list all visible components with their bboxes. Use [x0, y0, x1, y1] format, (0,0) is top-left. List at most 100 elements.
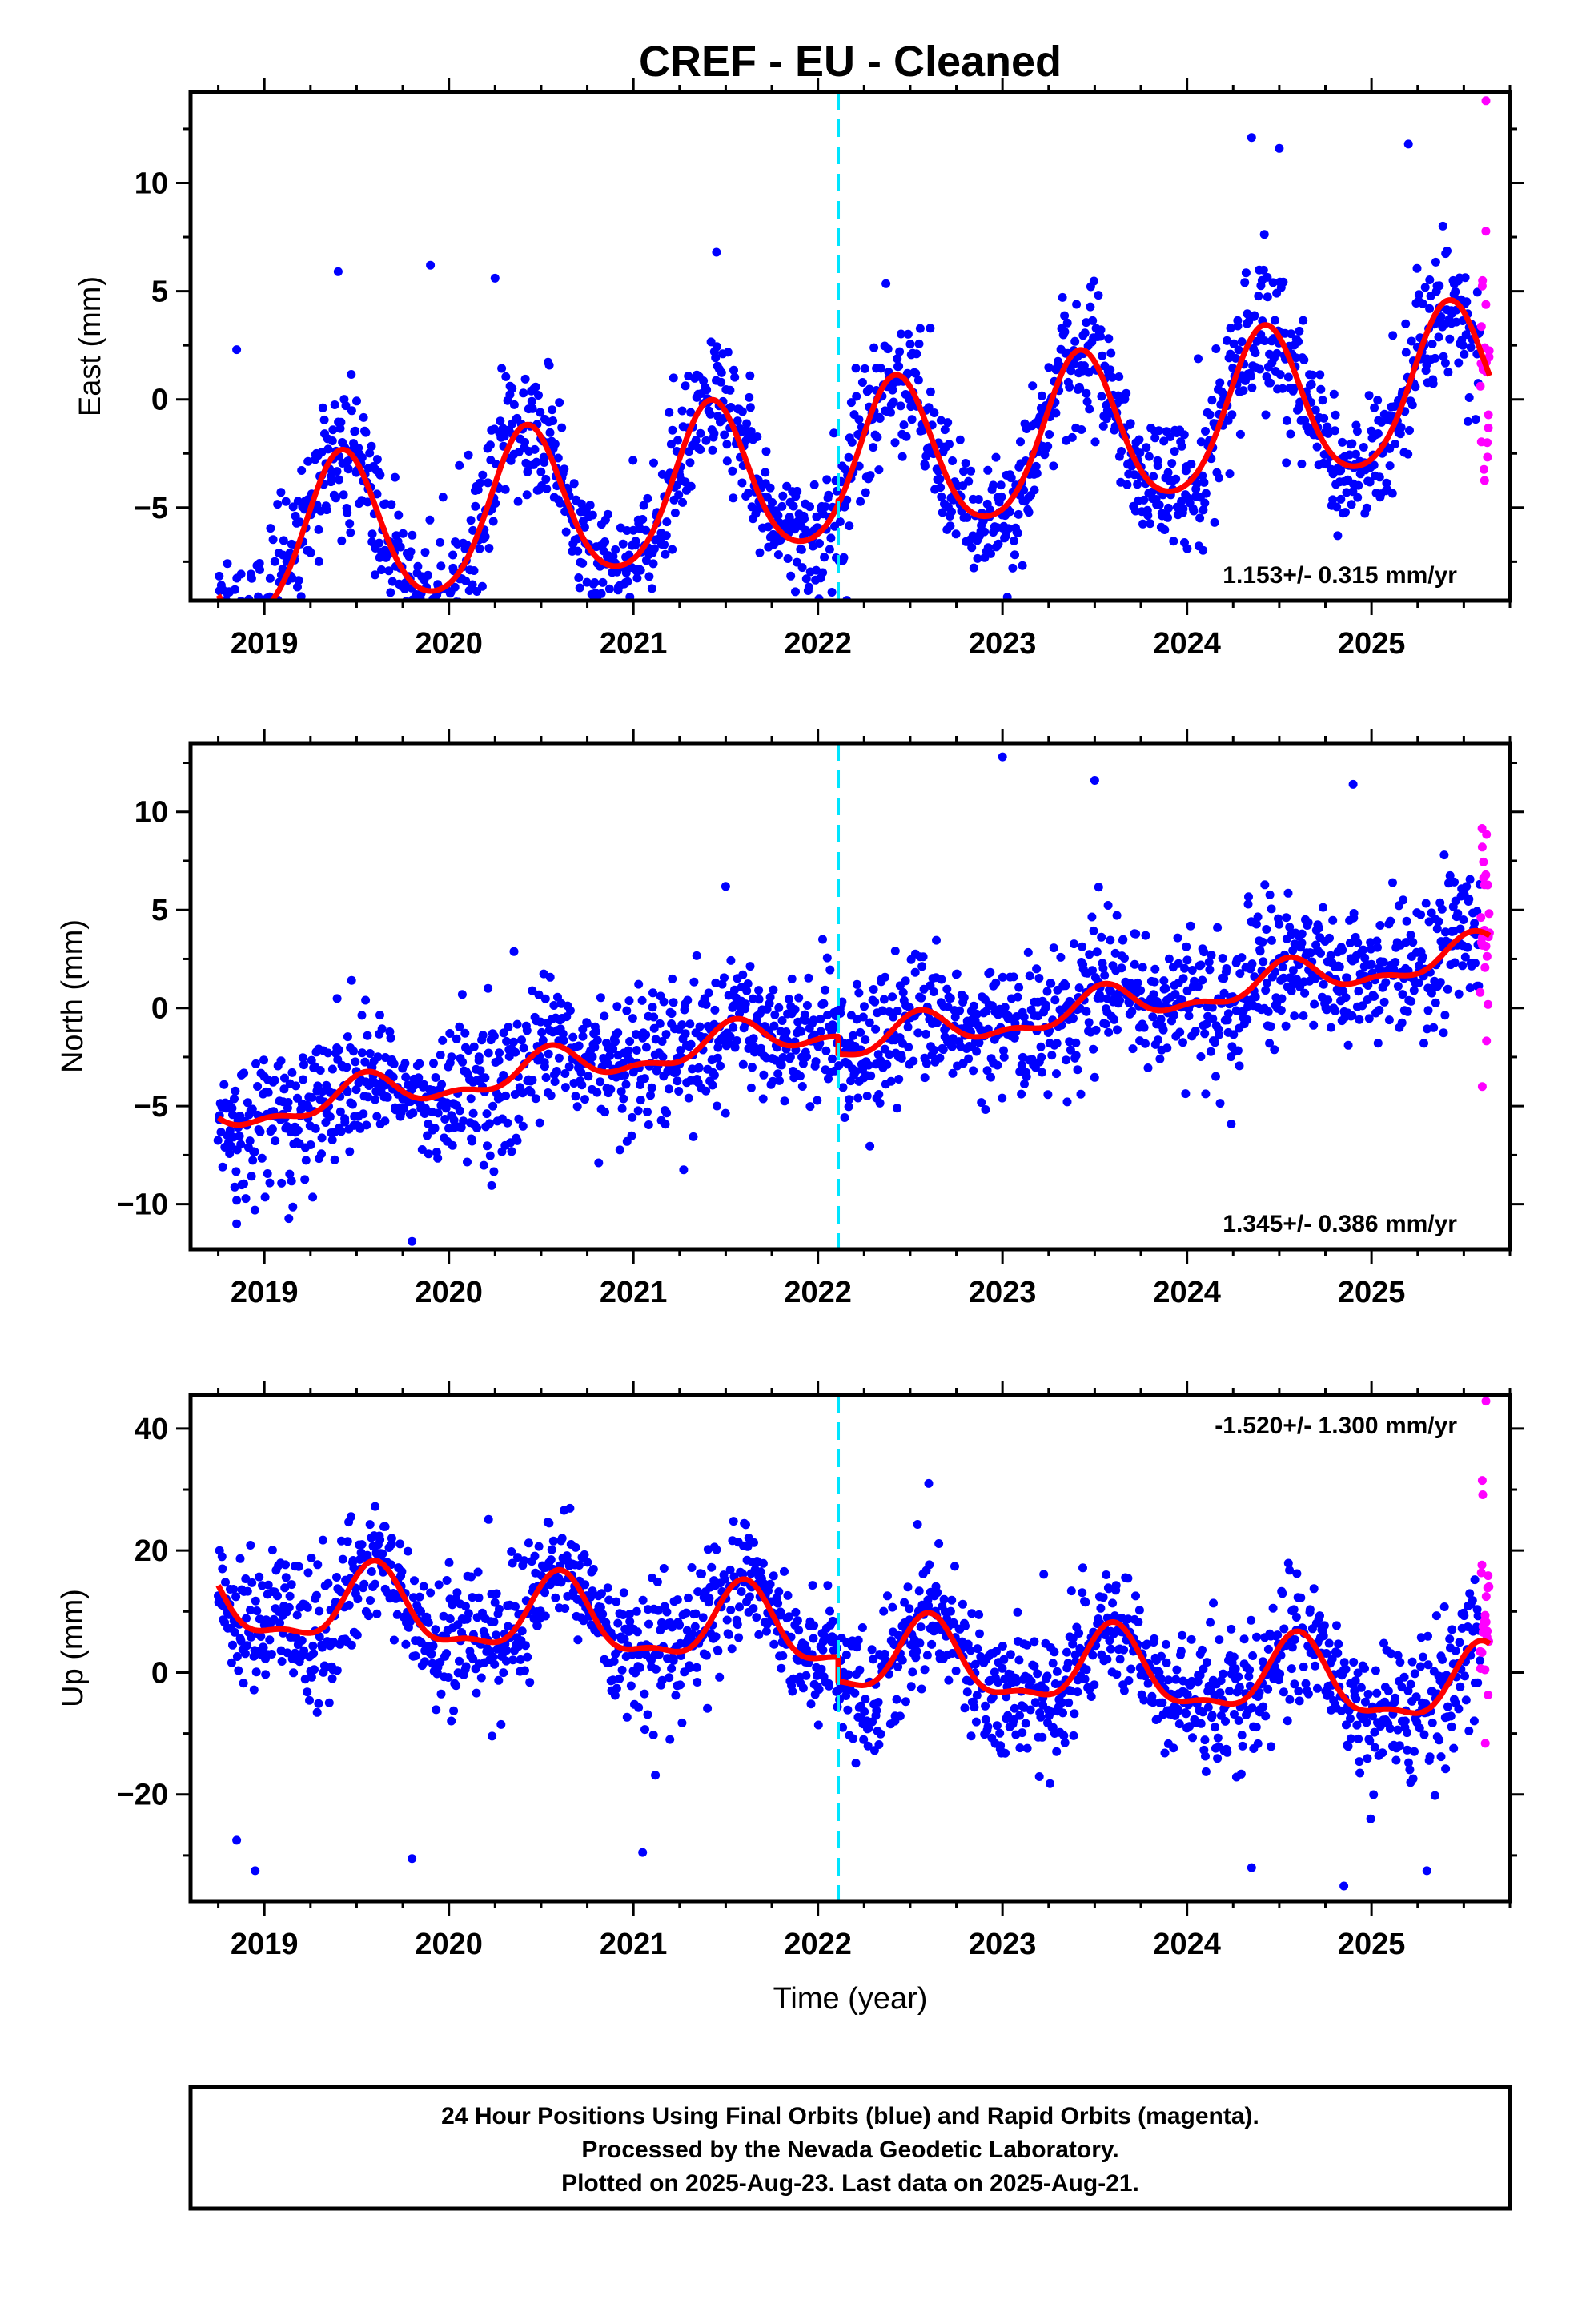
- data-point: [1247, 1615, 1256, 1625]
- data-point: [1141, 1039, 1150, 1048]
- data-point: [1130, 959, 1139, 969]
- data-point: [1037, 1052, 1046, 1062]
- data-point: [494, 1055, 504, 1065]
- data-point: [404, 614, 412, 623]
- data-point: [1303, 1689, 1313, 1699]
- data-point: [922, 1651, 932, 1660]
- data-point: [1481, 227, 1491, 236]
- data-point: [939, 1594, 949, 1604]
- data-point: [801, 574, 811, 584]
- data-point: [720, 430, 729, 440]
- data-point: [577, 1080, 587, 1090]
- data-point: [461, 1662, 471, 1671]
- data-point: [1364, 1014, 1374, 1023]
- data-point: [1319, 413, 1329, 423]
- data-point: [230, 607, 239, 616]
- data-point: [363, 497, 372, 507]
- data-point: [864, 1060, 873, 1070]
- data-point: [611, 545, 620, 554]
- data-point: [655, 1019, 665, 1028]
- data-point: [1435, 281, 1444, 291]
- data-point: [1147, 487, 1157, 497]
- data-point: [797, 545, 806, 554]
- data-point: [1206, 1618, 1215, 1627]
- data-point: [340, 1117, 350, 1127]
- data-point: [1343, 1040, 1353, 1050]
- data-point: [319, 415, 329, 424]
- data-point: [375, 1011, 384, 1020]
- data-point: [1263, 292, 1272, 302]
- data-point: [825, 545, 834, 554]
- data-point: [672, 1067, 681, 1076]
- data-point: [225, 1125, 235, 1135]
- data-point: [411, 603, 420, 612]
- data-point: [295, 517, 304, 527]
- data-point: [788, 1687, 797, 1696]
- data-point: [1043, 1090, 1053, 1100]
- data-point: [1143, 511, 1153, 521]
- data-point: [794, 993, 804, 1003]
- data-point: [618, 608, 627, 617]
- data-point: [936, 483, 946, 493]
- data-point: [838, 1083, 848, 1092]
- data-point: [769, 985, 778, 995]
- data-point: [362, 1120, 371, 1130]
- data-point: [641, 1030, 651, 1039]
- data-point: [914, 339, 924, 348]
- data-point: [1373, 1039, 1383, 1048]
- data-point: [427, 1649, 436, 1659]
- data-point: [1420, 283, 1430, 292]
- data-point: [797, 563, 807, 573]
- data-point: [638, 604, 647, 613]
- data-point: [346, 528, 355, 537]
- data-point: [1329, 389, 1339, 399]
- data-point: [1253, 912, 1263, 922]
- data-point: [741, 999, 750, 1009]
- data-point: [632, 1030, 640, 1039]
- data-point: [1353, 493, 1363, 502]
- data-point: [662, 517, 672, 527]
- data-point: [279, 536, 288, 545]
- data-point: [903, 1582, 913, 1592]
- data-point: [1247, 959, 1257, 969]
- data-point: [768, 497, 777, 507]
- data-point: [1282, 458, 1291, 468]
- data-point: [1270, 1045, 1279, 1055]
- data-point: [1090, 776, 1099, 785]
- data-point: [797, 1082, 807, 1091]
- data-point: [1102, 1655, 1112, 1664]
- data-point: [537, 1027, 547, 1037]
- data-point: [1443, 368, 1453, 377]
- data-point: [364, 1611, 374, 1621]
- data-point: [597, 1589, 606, 1598]
- data-point: [1138, 963, 1147, 972]
- data-point: [218, 1564, 227, 1574]
- data-point: [892, 1695, 901, 1704]
- data-point: [1476, 322, 1486, 332]
- data-point: [531, 1094, 540, 1104]
- data-point: [501, 1091, 511, 1100]
- data-point: [375, 470, 385, 480]
- data-point: [548, 405, 557, 415]
- data-point: [1326, 951, 1335, 960]
- data-point: [1275, 1669, 1285, 1679]
- data-point: [333, 267, 343, 276]
- data-point: [235, 1554, 245, 1563]
- data-point: [367, 529, 377, 539]
- data-point: [448, 550, 458, 560]
- data-point: [442, 1098, 452, 1108]
- data-point: [1263, 1684, 1273, 1694]
- data-point: [488, 517, 498, 526]
- data-point: [658, 1052, 668, 1062]
- data-point: [944, 1675, 954, 1685]
- data-point: [851, 364, 861, 373]
- data-point: [1463, 943, 1472, 952]
- data-point: [667, 1009, 677, 1019]
- data-point: [1460, 952, 1470, 962]
- data-point: [318, 403, 327, 412]
- data-point: [793, 1616, 802, 1626]
- data-point: [1381, 978, 1391, 987]
- data-point: [950, 1012, 960, 1022]
- data-point: [1119, 1686, 1129, 1695]
- data-point: [636, 1096, 645, 1105]
